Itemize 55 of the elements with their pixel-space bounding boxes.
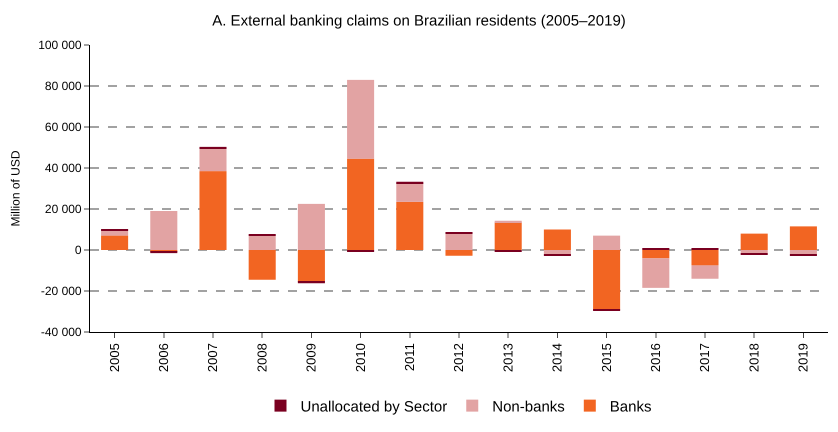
x-tick-label: 2014 [550, 343, 565, 372]
bar [248, 250, 276, 280]
bar [396, 202, 424, 250]
bar [642, 258, 670, 288]
x-tick-label: 2006 [156, 343, 172, 372]
legend-label: Non-banks [492, 398, 565, 416]
bar [101, 236, 128, 250]
bar [691, 265, 719, 279]
y-tick-label: 0 [74, 243, 82, 258]
x-tick-label: 2015 [598, 343, 614, 372]
y-axis-title: Million of USD [8, 150, 23, 227]
bar [199, 148, 227, 172]
y-tick-label: 100 000 [38, 38, 82, 52]
x-tick-label: 2017 [697, 343, 712, 372]
bar [445, 234, 473, 250]
bar [544, 230, 571, 250]
bar [642, 250, 670, 258]
y-tick-label: 40 000 [44, 161, 82, 176]
bar [150, 211, 178, 250]
bar [691, 250, 719, 266]
chart-title: A. External banking claims on Brazilian residents (2005–2019) [212, 12, 626, 30]
bar [248, 236, 276, 250]
legend-label: Unallocated by Sector [300, 398, 448, 416]
x-tick-label: 2012 [451, 343, 466, 372]
bar [494, 222, 522, 250]
bar [347, 158, 374, 250]
x-tick-label: 2011 [402, 343, 418, 372]
bar [740, 250, 768, 254]
bar [740, 234, 768, 250]
x-tick-label: 2016 [648, 343, 664, 372]
bar [199, 171, 227, 250]
legend-label: Banks [610, 398, 652, 416]
y-tick-label: 20 000 [44, 202, 82, 216]
bar [298, 204, 325, 250]
x-tick-label: 2013 [500, 343, 516, 372]
x-tick-label: 2019 [796, 343, 811, 372]
x-tick-label: 2018 [746, 343, 762, 372]
x-tick-label: 2009 [304, 343, 319, 372]
x-tick-label: 2010 [352, 343, 368, 372]
bar [593, 236, 620, 250]
y-tick-label: -40 000 [40, 325, 82, 340]
y-tick-label: 80 000 [44, 79, 82, 94]
bar [593, 250, 620, 310]
bar [347, 80, 374, 159]
x-tick-label: 2008 [254, 343, 270, 372]
x-tick-label: 2007 [205, 343, 220, 372]
bar [396, 183, 424, 202]
bar [445, 250, 473, 256]
bar [544, 250, 571, 254]
bar [790, 250, 817, 254]
y-tick-label: 60 000 [44, 120, 82, 134]
bar [298, 250, 325, 282]
y-tick-label: -20 000 [40, 284, 82, 298]
bar [790, 226, 817, 250]
x-tick-label: 2005 [106, 343, 122, 372]
